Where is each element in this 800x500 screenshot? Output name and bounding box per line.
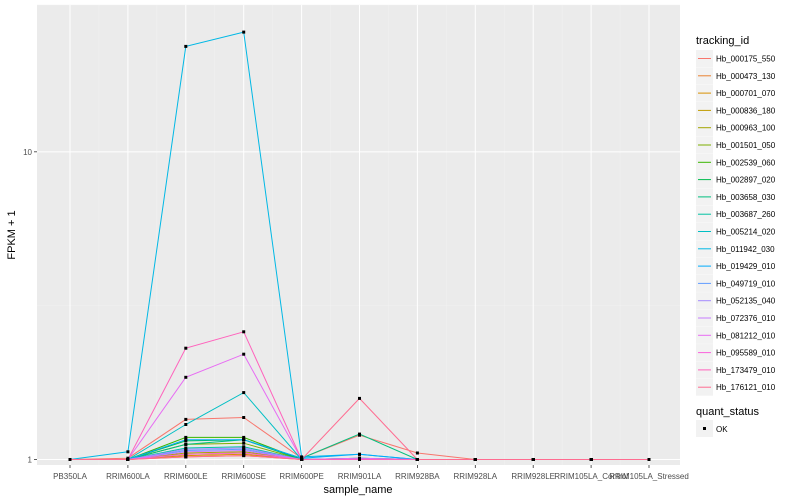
- data-point: [242, 441, 246, 445]
- y-tick-label: 10: [23, 148, 32, 157]
- data-point: [184, 442, 188, 446]
- x-tick-label: RRIM928LA: [454, 472, 498, 481]
- data-point: [184, 455, 188, 459]
- x-tick-label: RRIM600PE: [279, 472, 323, 481]
- y-tick-label: 1: [28, 456, 33, 465]
- data-point: [184, 452, 188, 456]
- data-point: [242, 454, 246, 458]
- data-point: [415, 451, 419, 455]
- legend-label: Hb_002539_060: [716, 158, 776, 167]
- data-point: [473, 458, 477, 461]
- data-point: [242, 416, 246, 419]
- x-axis-title: sample_name: [323, 484, 392, 496]
- data-point: [358, 458, 361, 461]
- data-point: [184, 423, 188, 426]
- panel-background: [37, 5, 680, 465]
- y-axis: 1 10: [23, 148, 37, 465]
- data-point: [242, 330, 246, 334]
- legend-label: Hb_000701_070: [716, 89, 776, 98]
- legend-shape-label: OK: [716, 425, 728, 434]
- data-point: [126, 458, 130, 461]
- legend-label: Hb_049719_010: [716, 279, 776, 288]
- data-point: [647, 458, 651, 461]
- x-axis: PB350LA RRIM600LA RRIM600LE RRIM600SE RRIM60…: [53, 465, 689, 481]
- data-point: [184, 450, 188, 454]
- data-point: [415, 458, 419, 461]
- legend-label: Hb_000963_100: [716, 124, 776, 133]
- legend-label: Hb_003658_030: [716, 193, 776, 202]
- data-point: [242, 438, 246, 442]
- legend-label: Hb_081212_010: [716, 331, 776, 340]
- legend-label: Hb_176121_010: [716, 383, 776, 392]
- data-point: [184, 346, 188, 350]
- x-tick-label: RRIM928BA: [395, 472, 440, 481]
- legend-items: Hb_000175_550 Hb_000473_130 Hb_000701_070 H…: [696, 50, 776, 396]
- x-tick-label: RRIM105LA_Control: [554, 472, 628, 481]
- legend-label: Hb_019429_010: [716, 262, 776, 271]
- legend-label: Hb_052135_040: [716, 297, 776, 306]
- data-point: [531, 458, 535, 461]
- legend-label: Hb_005214_020: [716, 228, 776, 237]
- legend-label: Hb_011942_030: [716, 245, 775, 254]
- data-point: [358, 396, 361, 400]
- data-point: [242, 446, 246, 450]
- minor-gridlines: [37, 4, 680, 465]
- legend-label: Hb_072376_010: [716, 314, 776, 323]
- x-tick-label: RRIM600SE: [221, 472, 265, 481]
- data-point: [242, 352, 246, 356]
- data-point: [184, 447, 188, 451]
- data-point: [184, 417, 188, 421]
- legend-shape-title: quant_status: [696, 406, 759, 418]
- data-point: [358, 452, 361, 456]
- major-gridlines: [37, 5, 680, 465]
- data-point: [242, 435, 246, 439]
- x-tick-label: RRIM901LA: [338, 472, 382, 481]
- data-point: [184, 435, 188, 439]
- data-point: [68, 458, 72, 461]
- data-point: [184, 438, 188, 442]
- legend-label: Hb_000473_130: [716, 72, 776, 81]
- legend-label: Hb_173479_010: [716, 366, 776, 375]
- data-point: [589, 458, 593, 461]
- data-point: [126, 450, 130, 454]
- data-point: [184, 44, 188, 48]
- point-layer: [68, 30, 651, 461]
- data-point: [184, 375, 188, 379]
- data-point: [242, 391, 246, 395]
- legend-label: Hb_000175_550: [716, 55, 776, 64]
- data-point: [242, 451, 246, 455]
- legend-shape-marker: [703, 427, 706, 430]
- x-tick-label: RRIM600LA: [106, 472, 150, 481]
- x-tick-label: PB350LA: [53, 472, 87, 481]
- x-tick-label: RRIM600LE: [164, 472, 208, 481]
- data-point: [242, 30, 246, 34]
- x-tick-label: RRIM105LA_Stressed: [609, 472, 689, 481]
- x-tick-label: RRIM928LE: [511, 472, 555, 481]
- data-point: [242, 449, 246, 452]
- legend: tracking_id Hb_000175_550Hb_000473_130Hb…: [696, 35, 776, 437]
- legend-label: Hb_095589_010: [716, 349, 776, 358]
- legend-label: Hb_001501_050: [716, 141, 776, 150]
- data-point: [358, 432, 361, 436]
- y-axis-title: FPKM + 1: [6, 210, 18, 259]
- data-point: [300, 458, 304, 461]
- legend-title: tracking_id: [696, 35, 749, 47]
- legend-label: Hb_000836_180: [716, 106, 776, 115]
- legend-label: Hb_002897_020: [716, 176, 776, 185]
- legend-label: Hb_003687_260: [716, 210, 776, 219]
